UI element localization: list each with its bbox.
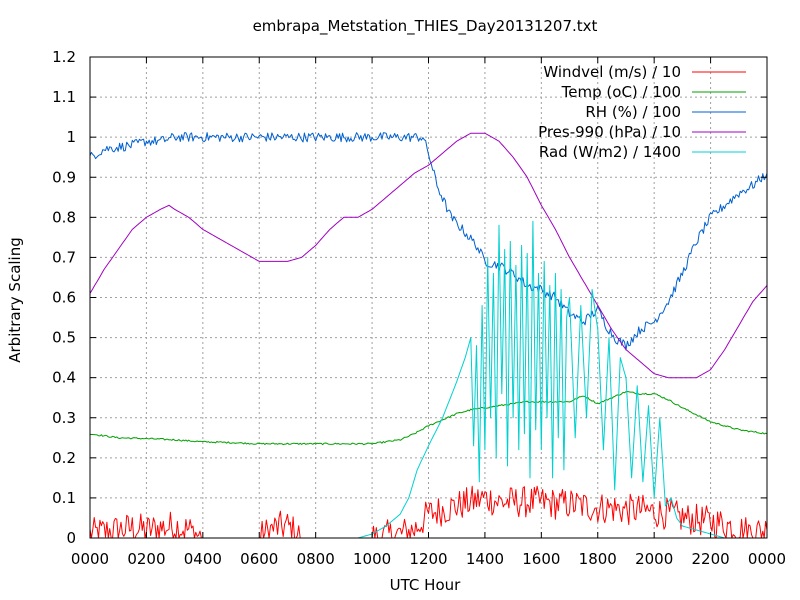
y-tick-label: 1.2 <box>52 48 76 66</box>
y-tick-label: 0.3 <box>52 409 76 427</box>
y-tick-label: 0.5 <box>52 329 76 347</box>
legend-label-0: Windvel (m/s) / 10 <box>543 63 681 81</box>
y-tick-label: 0.7 <box>52 248 76 266</box>
legend-label-1: Temp (oC) / 100 <box>561 83 681 101</box>
y-axis: 0 0.1 0.2 0.3 0.4 0.5 0.6 0.7 0.8 0.9 1 1.1 1.2 <box>52 48 767 547</box>
legend: Windvel (m/s) / 10 Temp (oC) / 100 RH (%) … <box>538 63 746 161</box>
x-tick-label: 1800 <box>579 550 617 568</box>
y-tick-label: 0.6 <box>52 289 76 307</box>
y-tick-label: 1 <box>66 128 76 146</box>
x-tick-label: 2000 <box>635 550 673 568</box>
x-axis-label: UTC Hour <box>390 576 461 594</box>
series-line-1 <box>89 391 768 446</box>
legend-label-3: Pres-990 (hPa) / 10 <box>538 123 681 141</box>
x-tick-label: 0400 <box>184 550 222 568</box>
y-tick-label: 0.8 <box>52 208 76 226</box>
x-axis: 0000 0200 0400 0600 0800 1000 1200 1400 1600 1800… <box>71 57 786 568</box>
grid-lines <box>90 57 767 538</box>
x-tick-label: 1000 <box>353 550 391 568</box>
x-tick-label: 0800 <box>297 550 335 568</box>
x-tick-label: 0000 <box>748 550 786 568</box>
series-line-2 <box>89 132 768 351</box>
y-tick-label: 0 <box>66 529 76 547</box>
x-tick-label: 1200 <box>409 550 447 568</box>
y-axis-label: Arbitrary Scaling <box>6 237 24 363</box>
y-tick-label: 0.4 <box>52 369 76 387</box>
y-tick-label: 0.9 <box>52 168 76 186</box>
legend-label-4: Rad (W/m2) / 1400 <box>539 143 681 161</box>
y-tick-label: 0.2 <box>52 449 76 467</box>
x-tick-label: 2200 <box>691 550 729 568</box>
series-line-3 <box>89 132 768 379</box>
x-tick-label: 1600 <box>522 550 560 568</box>
legend-label-2: RH (%) / 100 <box>585 103 681 121</box>
chart-title: embrapa_Metstation_THIES_Day20131207.txt <box>253 17 598 36</box>
x-tick-label: 1400 <box>466 550 504 568</box>
x-tick-label: 0200 <box>127 550 165 568</box>
x-tick-label: 0000 <box>71 550 109 568</box>
y-tick-label: 0.1 <box>52 489 76 507</box>
y-tick-label: 1.1 <box>52 88 76 106</box>
x-tick-label: 0600 <box>240 550 278 568</box>
